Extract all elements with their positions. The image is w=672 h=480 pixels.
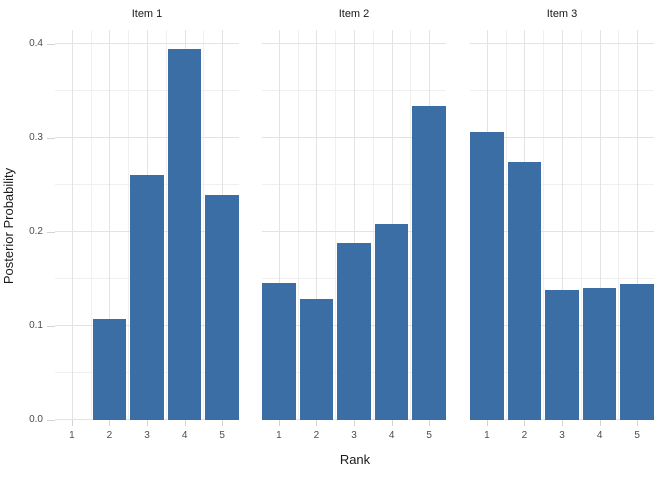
x-axis-tick-mark — [637, 420, 639, 426]
x-axis-tick-mark — [316, 420, 318, 426]
bar — [299, 298, 334, 420]
x-axis-tick-label: 4 — [181, 430, 188, 441]
y-axis-tick-label: 0.0 — [29, 414, 43, 425]
y-axis-tick-mark — [47, 138, 55, 140]
major-vertical-gridline — [637, 30, 639, 420]
x-axis-tick-mark — [109, 420, 111, 426]
x-axis-title: Rank — [339, 452, 371, 467]
major-horizontal-gridline — [470, 137, 654, 139]
bar — [92, 318, 127, 420]
x-axis-tick-mark — [391, 420, 393, 426]
major-horizontal-gridline — [470, 231, 654, 232]
y-axis-tick-mark — [47, 44, 55, 46]
major-horizontal-gridline — [262, 137, 446, 139]
x-axis-tick-mark — [486, 420, 488, 426]
minor-vertical-gridline — [505, 30, 507, 420]
x-axis-tick-mark — [524, 420, 526, 426]
bar — [545, 290, 579, 420]
x-axis-tick-mark — [147, 420, 148, 426]
x-axis-tick-label: 3 — [559, 430, 565, 441]
y-axis-tick-mark — [47, 420, 55, 421]
minor-vertical-gridline — [410, 30, 412, 420]
x-axis-tick-mark — [222, 420, 224, 426]
minor-vertical-gridline — [372, 30, 374, 420]
y-axis-tick-label: 0.1 — [29, 320, 43, 332]
minor-vertical-gridline — [580, 30, 582, 420]
major-vertical-gridline — [278, 30, 280, 420]
minor-vertical-gridline — [203, 30, 205, 420]
bar — [582, 287, 617, 420]
x-axis-tick-label: 3 — [351, 430, 357, 441]
major-vertical-gridline — [354, 30, 355, 420]
bar — [337, 243, 371, 420]
bar — [205, 194, 239, 420]
bar — [620, 283, 654, 420]
facet-title: Item 2 — [338, 8, 370, 20]
x-axis-tick-label: 5 — [219, 430, 225, 441]
x-axis-tick-label: 4 — [596, 430, 603, 441]
x-axis-tick-mark — [354, 420, 355, 426]
major-vertical-gridline — [109, 30, 111, 420]
x-axis-tick-label: 5 — [634, 430, 640, 441]
minor-vertical-gridline — [618, 30, 620, 420]
major-horizontal-gridline — [262, 43, 446, 45]
major-vertical-gridline — [71, 30, 73, 420]
bar — [412, 106, 446, 420]
facet-title: Item 3 — [546, 8, 578, 20]
y-axis-tick-label: 0.4 — [29, 38, 43, 50]
x-axis-tick-mark — [71, 420, 73, 426]
x-axis-tick-label: 2 — [521, 430, 528, 441]
bar — [130, 174, 164, 420]
y-axis-tick-label: 0.2 — [29, 226, 43, 238]
facet-title: Item 1 — [131, 8, 163, 20]
facet-panel: 1 2 3 4 5 — [55, 30, 239, 441]
x-axis-tick-mark — [184, 420, 186, 426]
x-axis-tick-label: 1 — [69, 430, 75, 441]
major-vertical-gridline — [562, 30, 563, 420]
facet-panel: 1 2 3 4 5 — [262, 30, 446, 441]
x-axis-tick-mark — [278, 420, 280, 426]
x-axis-tick-label: 5 — [426, 430, 432, 441]
facet-panel: 1 2 3 4 5 — [470, 30, 654, 441]
major-horizontal-gridline — [470, 43, 654, 45]
minor-vertical-gridline — [90, 30, 92, 420]
bar — [262, 282, 296, 420]
minor-vertical-gridline — [165, 30, 167, 420]
y-axis-tick-mark — [47, 232, 55, 234]
y-axis-tick-mark — [47, 326, 55, 328]
x-axis-tick-mark — [562, 420, 563, 426]
x-axis-tick-label: 2 — [106, 430, 113, 441]
minor-vertical-gridline — [297, 30, 299, 420]
minor-vertical-gridline — [128, 30, 130, 420]
bar — [374, 223, 409, 420]
major-vertical-gridline — [599, 30, 601, 420]
bar — [470, 132, 504, 420]
major-horizontal-gridline — [55, 43, 239, 45]
x-axis-tick-mark — [429, 420, 431, 426]
x-axis-tick-mark — [599, 420, 601, 426]
x-axis-tick-label: 1 — [484, 430, 490, 441]
major-horizontal-gridline — [262, 231, 446, 232]
y-axis-tick-label: 0.3 — [29, 132, 43, 144]
minor-vertical-gridline — [335, 30, 337, 420]
x-axis-tick-label: 4 — [388, 430, 395, 441]
major-horizontal-gridline — [55, 137, 239, 139]
x-axis-tick-label: 1 — [276, 430, 282, 441]
bar — [507, 161, 542, 420]
x-axis-tick-label: 2 — [313, 430, 320, 441]
major-vertical-gridline — [316, 30, 318, 420]
bar — [167, 48, 202, 420]
minor-vertical-gridline — [543, 30, 545, 420]
x-axis-tick-label: 3 — [144, 430, 150, 441]
